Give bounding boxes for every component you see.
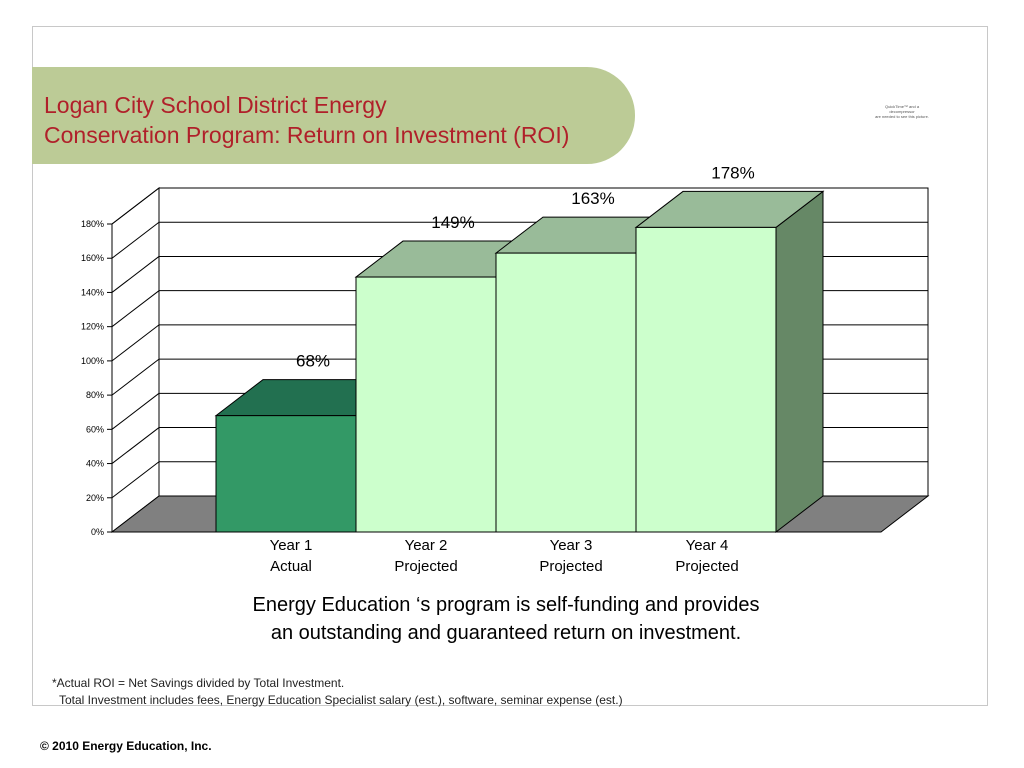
y-tick-label: 80% bbox=[86, 390, 104, 400]
bar-year-4 bbox=[635, 226, 777, 533]
gridline-diagonal bbox=[111, 256, 160, 293]
slide-title-line-2: Conservation Program: Return on Investme… bbox=[44, 122, 570, 148]
x-category-label: Projected bbox=[539, 558, 602, 575]
gridline-diagonal bbox=[111, 427, 160, 464]
gridline-diagonal bbox=[111, 358, 160, 396]
x-category-label: Year 3 bbox=[550, 537, 593, 554]
slide-frame bbox=[32, 26, 988, 706]
bar-year-1 bbox=[215, 415, 357, 533]
caption-line-2: an outstanding and guaranteed return on … bbox=[270, 622, 742, 644]
y-tick-label: 0% bbox=[91, 527, 104, 537]
y-tick-label: 100% bbox=[81, 356, 104, 366]
bar-year-3 bbox=[495, 252, 637, 533]
chart-caption: Energy Education ‘s program is self-fund… bbox=[170, 591, 842, 647]
x-category-label: Actual bbox=[270, 558, 312, 575]
quicktime-note-line-2: decompressor bbox=[889, 109, 915, 114]
gridline-diagonal bbox=[111, 461, 160, 499]
data-label-year-4: 178% bbox=[711, 163, 754, 182]
data-label-year-3: 163% bbox=[571, 189, 614, 208]
quicktime-note-line-3: are needed to see this picture. bbox=[875, 114, 929, 119]
data-label-year-2: 149% bbox=[431, 213, 474, 232]
bar-year-2 bbox=[355, 276, 497, 533]
x-category-label: Year 1 bbox=[270, 537, 313, 554]
y-tick-label: 180% bbox=[81, 219, 104, 229]
x-category-label: Year 4 bbox=[686, 537, 729, 554]
y-tick-label: 140% bbox=[81, 287, 104, 297]
data-label-year-1: 68% bbox=[296, 352, 330, 371]
y-tick-label: 160% bbox=[81, 253, 104, 263]
y-tick-label: 120% bbox=[81, 322, 104, 332]
x-category-label: Projected bbox=[394, 558, 457, 575]
x-category-label: Year 2 bbox=[405, 537, 448, 554]
slide-title: Logan City School District Energy Conser… bbox=[44, 90, 569, 150]
gridline-diagonal bbox=[111, 187, 160, 225]
gridline-diagonal bbox=[111, 290, 160, 328]
gridline-diagonal bbox=[111, 392, 160, 430]
roi-footnote: *Actual ROI = Net Savings divided by Tot… bbox=[52, 675, 623, 709]
y-tick-label: 20% bbox=[86, 493, 104, 503]
footnote-line-2: Total Investment includes fees, Energy E… bbox=[59, 693, 623, 707]
y-tick-label: 40% bbox=[86, 459, 104, 469]
gridline-diagonal bbox=[111, 221, 160, 259]
gridline-diagonal bbox=[111, 324, 160, 362]
slide-title-line-1: Logan City School District Energy bbox=[44, 92, 387, 118]
footnote-line-1: *Actual ROI = Net Savings divided by Tot… bbox=[52, 676, 345, 690]
quicktime-note-line-1: QuickTime™ and a bbox=[884, 104, 920, 109]
y-tick-label: 60% bbox=[86, 424, 104, 434]
quicktime-placeholder: QuickTime™ and a decompressor are needed… bbox=[862, 104, 942, 119]
bar-side-year-4 bbox=[775, 190, 824, 534]
copyright: © 2010 Energy Education, Inc. bbox=[40, 739, 212, 753]
x-category-label: Projected bbox=[675, 558, 738, 575]
caption-line-1: Energy Education ‘s program is self-fund… bbox=[252, 594, 760, 616]
title-banner bbox=[32, 67, 635, 164]
